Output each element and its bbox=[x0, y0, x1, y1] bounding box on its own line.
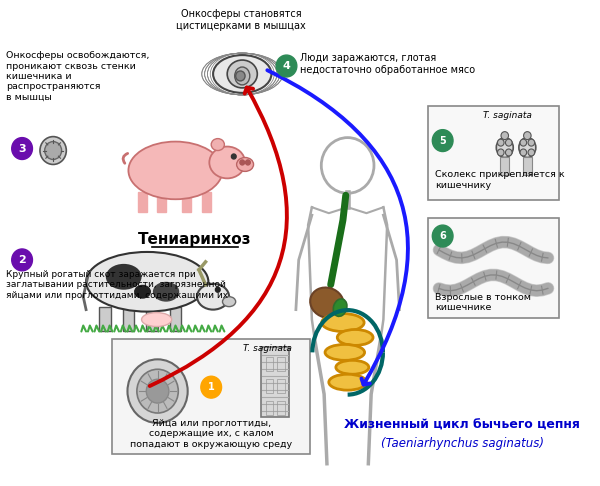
Bar bbox=[428, 106, 559, 200]
Text: Сколекс прикрепляется к
кишечнику: Сколекс прикрепляется к кишечнику bbox=[435, 171, 565, 190]
Ellipse shape bbox=[519, 138, 536, 157]
Circle shape bbox=[520, 149, 527, 156]
Circle shape bbox=[528, 149, 535, 156]
Circle shape bbox=[12, 138, 32, 159]
Ellipse shape bbox=[86, 252, 208, 312]
Ellipse shape bbox=[235, 67, 250, 85]
Bar bbox=[123, 307, 134, 331]
Circle shape bbox=[146, 379, 169, 403]
Ellipse shape bbox=[310, 288, 344, 318]
Bar bbox=[146, 307, 158, 331]
Bar bbox=[138, 192, 147, 212]
Circle shape bbox=[433, 225, 453, 247]
Bar bbox=[170, 307, 181, 331]
Bar bbox=[277, 357, 284, 371]
Bar bbox=[157, 192, 166, 212]
Ellipse shape bbox=[106, 264, 142, 290]
Ellipse shape bbox=[227, 60, 257, 88]
Ellipse shape bbox=[211, 139, 224, 151]
Bar bbox=[277, 379, 284, 393]
Text: T. saginata: T. saginata bbox=[483, 111, 532, 120]
Ellipse shape bbox=[333, 299, 347, 316]
Bar bbox=[266, 357, 274, 371]
Circle shape bbox=[215, 287, 220, 292]
Circle shape bbox=[240, 160, 245, 165]
Text: (Taeniarhynchus saginatus): (Taeniarhynchus saginatus) bbox=[381, 437, 544, 450]
Text: 2: 2 bbox=[18, 255, 26, 265]
Bar bbox=[277, 401, 284, 415]
Circle shape bbox=[528, 139, 535, 146]
Circle shape bbox=[276, 55, 297, 77]
Ellipse shape bbox=[142, 312, 172, 327]
Text: Жизненный цикл бычьего цепня: Жизненный цикл бычьего цепня bbox=[344, 419, 580, 432]
Ellipse shape bbox=[223, 296, 236, 307]
Text: 6: 6 bbox=[439, 231, 446, 241]
Circle shape bbox=[40, 137, 67, 164]
Ellipse shape bbox=[336, 360, 369, 374]
Ellipse shape bbox=[329, 374, 367, 390]
Bar bbox=[500, 157, 509, 175]
Ellipse shape bbox=[322, 313, 364, 331]
Text: Люди заражаются, глотая
недостаточно обработанное мясо: Люди заражаются, глотая недостаточно обр… bbox=[299, 53, 475, 75]
Ellipse shape bbox=[213, 55, 271, 93]
Ellipse shape bbox=[236, 157, 254, 172]
Text: 5: 5 bbox=[439, 136, 446, 146]
Circle shape bbox=[497, 149, 504, 156]
Circle shape bbox=[497, 139, 504, 146]
Ellipse shape bbox=[209, 147, 245, 178]
Bar bbox=[182, 192, 191, 212]
Bar bbox=[428, 218, 559, 317]
Bar bbox=[261, 347, 289, 417]
Text: T. saginata: T. saginata bbox=[243, 345, 292, 353]
Bar bbox=[99, 307, 110, 331]
Text: Крупный рогатый скот заражается при
заглатывании растительности, загрязненной
яй: Крупный рогатый скот заражается при загл… bbox=[6, 270, 228, 300]
Circle shape bbox=[505, 149, 512, 156]
Circle shape bbox=[520, 139, 527, 146]
Circle shape bbox=[433, 130, 453, 152]
Circle shape bbox=[524, 132, 531, 139]
Text: 1: 1 bbox=[208, 382, 215, 392]
Ellipse shape bbox=[337, 330, 373, 346]
Bar bbox=[112, 339, 310, 454]
Ellipse shape bbox=[153, 282, 179, 302]
Bar bbox=[266, 401, 274, 415]
Circle shape bbox=[127, 359, 188, 423]
Text: Онкосферы освобождаются,
проникают сквозь стенки
кишечника и
распространяются
в : Онкосферы освобождаются, проникают сквоз… bbox=[6, 51, 149, 102]
Circle shape bbox=[236, 71, 245, 81]
Bar bbox=[523, 157, 532, 175]
Ellipse shape bbox=[496, 138, 513, 157]
Ellipse shape bbox=[197, 284, 229, 310]
Circle shape bbox=[12, 249, 32, 271]
Bar bbox=[202, 192, 211, 212]
Text: Яйца или проглоттиды,
содержащие их, с калом
попадают в окружающую среду: Яйца или проглоттиды, содержащие их, с к… bbox=[130, 419, 292, 449]
Text: Онкосферы становятся
цистицерками в мышцах: Онкосферы становятся цистицерками в мышц… bbox=[176, 9, 306, 31]
Ellipse shape bbox=[325, 345, 365, 360]
Text: 4: 4 bbox=[283, 61, 290, 71]
Circle shape bbox=[201, 376, 221, 398]
Circle shape bbox=[44, 141, 62, 159]
Text: Тениаринхоз: Тениаринхоз bbox=[137, 232, 251, 247]
Circle shape bbox=[232, 154, 236, 159]
Circle shape bbox=[505, 139, 512, 146]
Text: 3: 3 bbox=[18, 143, 26, 154]
Bar bbox=[266, 379, 274, 393]
Circle shape bbox=[137, 369, 178, 413]
Ellipse shape bbox=[128, 141, 223, 199]
Circle shape bbox=[245, 160, 250, 165]
Circle shape bbox=[501, 132, 509, 139]
Text: Взрослые в тонком
кишечнике: Взрослые в тонком кишечнике bbox=[435, 293, 531, 312]
Ellipse shape bbox=[134, 285, 151, 299]
